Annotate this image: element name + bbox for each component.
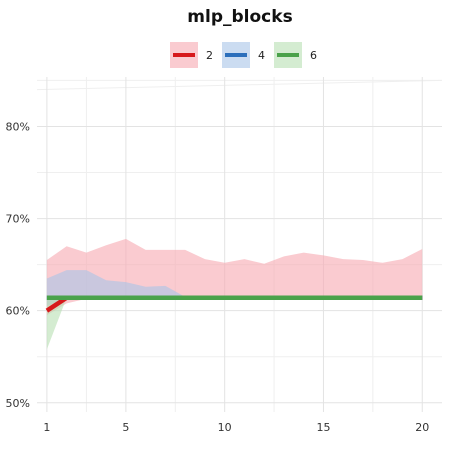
grid bbox=[36, 77, 443, 412]
y-tick-label: 60% bbox=[6, 305, 30, 318]
x-tick-label: 5 bbox=[122, 421, 129, 434]
series-lines bbox=[45, 295, 423, 313]
grid-minor-horizontal bbox=[36, 79, 443, 91]
legend-label: 2 bbox=[206, 49, 213, 62]
legend-label: 4 bbox=[258, 49, 265, 62]
legend-label: 6 bbox=[310, 49, 317, 62]
legend-item-2[interactable]: 2 bbox=[170, 42, 213, 68]
band-series-2 bbox=[46, 238, 423, 316]
y-tick-label: 80% bbox=[6, 120, 30, 133]
legend-item-4[interactable]: 4 bbox=[222, 42, 265, 68]
y-tick-label: 50% bbox=[6, 397, 30, 410]
y-tick-label: 70% bbox=[6, 213, 30, 226]
x-tick-label: 20 bbox=[415, 421, 429, 434]
confidence-bands bbox=[46, 238, 423, 350]
band-series-6 bbox=[46, 297, 423, 350]
chart-title: mlp_blocks bbox=[187, 7, 292, 27]
x-tick-label: 10 bbox=[218, 421, 232, 434]
y-axis: 50% 60% 70% 80% bbox=[6, 120, 30, 409]
x-tick-label: 1 bbox=[43, 421, 50, 434]
legend-item-6[interactable]: 6 bbox=[274, 42, 317, 68]
legend: 2 4 6 bbox=[170, 42, 317, 68]
x-axis: 1 5 10 15 20 bbox=[43, 421, 429, 434]
x-tick-label: 15 bbox=[316, 421, 330, 434]
